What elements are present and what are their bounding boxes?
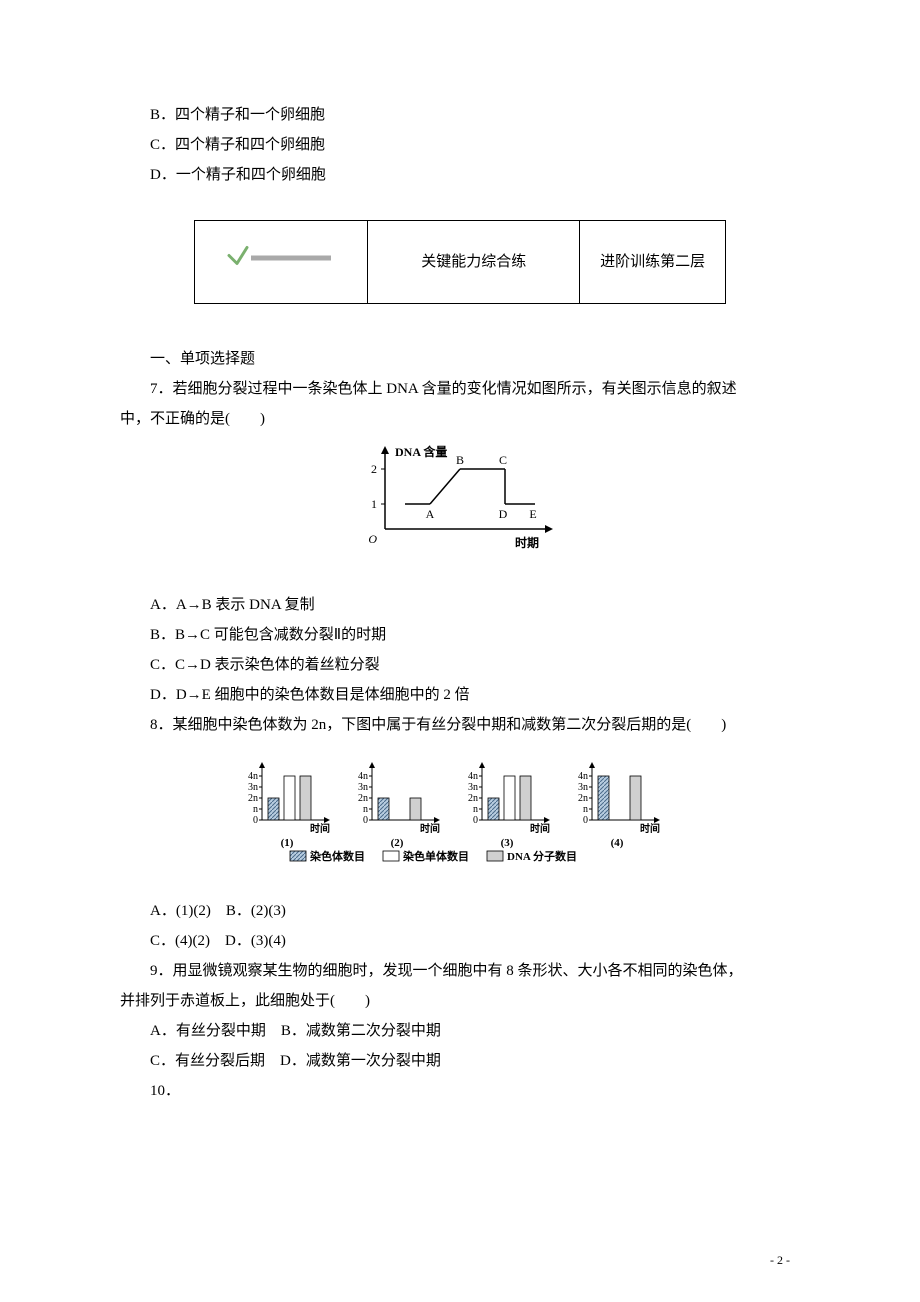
svg-text:0: 0 bbox=[363, 815, 368, 826]
q9-option-c: C．有丝分裂后期 bbox=[150, 1053, 265, 1069]
svg-text:O: O bbox=[368, 532, 377, 546]
q9-option-d: D．减数第一次分裂中期 bbox=[280, 1053, 441, 1069]
svg-text:D: D bbox=[499, 507, 508, 521]
svg-text:(2): (2) bbox=[391, 837, 404, 849]
svg-text:2: 2 bbox=[371, 462, 377, 476]
q9-options-row2: C．有丝分裂后期 D．减数第一次分裂中期 bbox=[120, 1046, 800, 1076]
svg-text:0: 0 bbox=[473, 815, 478, 826]
q9-stem-a: 9．用显微镜观察某生物的细胞时，发现一个细胞中有 8 条形状、大小各不相同的染色… bbox=[120, 956, 800, 986]
svg-text:4n: 4n bbox=[578, 771, 588, 782]
svg-text:(1): (1) bbox=[281, 837, 294, 849]
svg-text:n: n bbox=[583, 804, 588, 815]
q8-options-row2: C．(4)(2) D．(3)(4) bbox=[120, 926, 800, 956]
section-level-cell: 进阶训练第二层 bbox=[580, 221, 726, 304]
svg-text:2n: 2n bbox=[358, 793, 368, 804]
svg-text:时间: 时间 bbox=[530, 822, 550, 835]
svg-text:DNA 分子数目: DNA 分子数目 bbox=[507, 849, 577, 863]
section1-heading: 一、单项选择题 bbox=[120, 344, 800, 374]
svg-text:4n: 4n bbox=[468, 771, 478, 782]
svg-text:时间: 时间 bbox=[420, 822, 440, 835]
q7-option-d: D．D→E 细胞中的染色体数目是体细胞中的 2 倍 bbox=[120, 680, 800, 710]
q8-option-b: B．(2)(3) bbox=[226, 903, 286, 919]
svg-text:4n: 4n bbox=[248, 771, 258, 782]
section-left-cell bbox=[195, 221, 368, 304]
checkmark-icon bbox=[225, 242, 345, 283]
q7-option-a: A．A→B 表示 DNA 复制 bbox=[120, 590, 800, 620]
q9-options-row1: A．有丝分裂中期 B．减数第二次分裂中期 bbox=[120, 1016, 800, 1046]
svg-text:染色单体数目: 染色单体数目 bbox=[403, 849, 469, 863]
svg-text:0: 0 bbox=[583, 815, 588, 826]
svg-text:n: n bbox=[473, 804, 478, 815]
q7-chart: 1 2 DNA 含量时期 O A B C D E bbox=[120, 444, 800, 575]
svg-text:(3): (3) bbox=[501, 837, 514, 849]
svg-text:3n: 3n bbox=[248, 782, 258, 793]
q8-option-d: D．(3)(4) bbox=[225, 933, 286, 949]
svg-text:时间: 时间 bbox=[310, 822, 330, 835]
svg-text:3n: 3n bbox=[468, 782, 478, 793]
svg-text:1: 1 bbox=[371, 497, 377, 511]
q9-stem-b: 并排列于赤道板上，此细胞处于( ) bbox=[120, 986, 800, 1016]
svg-text:2n: 2n bbox=[248, 793, 258, 804]
section-title-cell: 关键能力综合练 bbox=[368, 221, 580, 304]
svg-text:3n: 3n bbox=[358, 782, 368, 793]
q10-stem: 10． bbox=[120, 1076, 800, 1106]
svg-text:C: C bbox=[499, 453, 507, 467]
q9-option-a: A．有丝分裂中期 bbox=[150, 1023, 266, 1039]
svg-text:n: n bbox=[253, 804, 258, 815]
svg-text:时间: 时间 bbox=[640, 822, 660, 835]
svg-text:染色体数目: 染色体数目 bbox=[310, 849, 365, 863]
q6-option-c: C．四个精子和四个卵细胞 bbox=[120, 130, 800, 160]
svg-text:DNA 含量: DNA 含量 bbox=[395, 444, 447, 459]
svg-text:E: E bbox=[529, 507, 536, 521]
svg-text:0: 0 bbox=[253, 815, 258, 826]
q7-stem-b: 中，不正确的是( ) bbox=[120, 404, 800, 434]
svg-text:2n: 2n bbox=[578, 793, 588, 804]
q6-option-b: B．四个精子和一个卵细胞 bbox=[120, 100, 800, 130]
svg-text:B: B bbox=[456, 453, 464, 467]
q8-option-c: C．(4)(2) bbox=[150, 933, 210, 949]
q7-option-b: B．B→C 可能包含减数分裂Ⅱ的时期 bbox=[120, 620, 800, 650]
svg-text:2n: 2n bbox=[468, 793, 478, 804]
svg-text:(4): (4) bbox=[611, 837, 624, 849]
svg-text:4n: 4n bbox=[358, 771, 368, 782]
q8-option-a: A．(1)(2) bbox=[150, 903, 211, 919]
q8-stem: 8．某细胞中染色体数为 2n，下图中属于有丝分裂中期和减数第二次分裂后期的是( … bbox=[120, 710, 800, 740]
q7-option-c: C．C→D 表示染色体的着丝粒分裂 bbox=[120, 650, 800, 680]
q7-stem-a: 7．若细胞分裂过程中一条染色体上 DNA 含量的变化情况如图所示，有关图示信息的… bbox=[120, 374, 800, 404]
svg-text:n: n bbox=[363, 804, 368, 815]
svg-text:A: A bbox=[426, 507, 435, 521]
svg-text:时期: 时期 bbox=[515, 535, 539, 550]
q8-options-row1: A．(1)(2) B．(2)(3) bbox=[120, 896, 800, 926]
svg-text:3n: 3n bbox=[578, 782, 588, 793]
section-divider-table: 关键能力综合练 进阶训练第二层 bbox=[194, 220, 726, 304]
q9-option-b: B．减数第二次分裂中期 bbox=[281, 1023, 441, 1039]
q6-option-d: D．一个精子和四个卵细胞 bbox=[120, 160, 800, 190]
q8-chart: 0n2n3n4n时间(1)0n2n3n4n时间(2)0n2n3n4n时间(3)0… bbox=[120, 750, 800, 881]
page-number: - 2 - bbox=[770, 1248, 790, 1272]
